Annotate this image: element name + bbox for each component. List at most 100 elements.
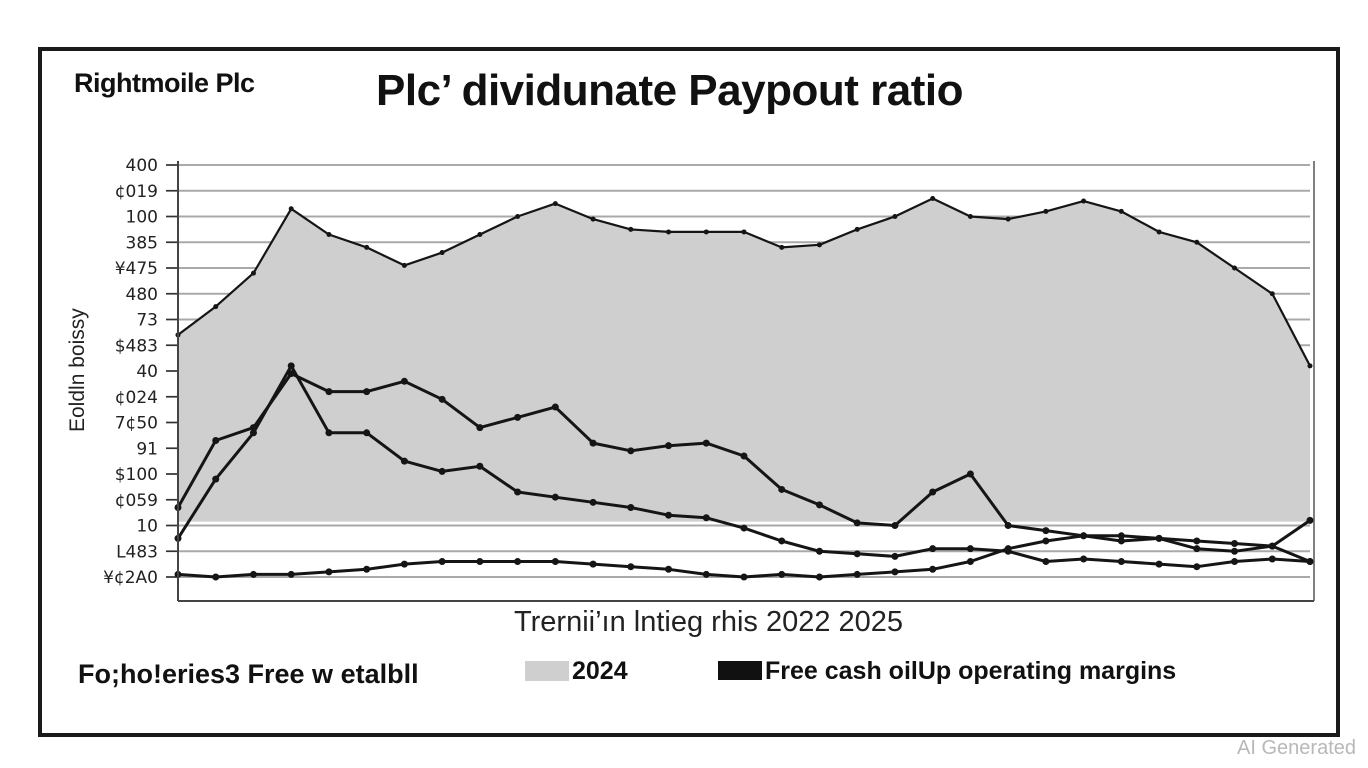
data-point	[514, 413, 522, 421]
y-tick-label: ¢024	[115, 388, 158, 408]
data-point	[477, 232, 483, 238]
data-point	[249, 429, 257, 437]
area-series	[178, 198, 1310, 522]
legend-swatch-line	[718, 661, 762, 680]
area-fill	[178, 198, 1310, 522]
data-point	[1307, 363, 1313, 369]
data-point	[249, 570, 257, 578]
data-point	[966, 558, 974, 566]
y-tick-labels: 400 ¢019 100 385 ¥475 480 73 $483 40 ¢024 7¢50 91 $1…	[103, 156, 158, 588]
data-point	[1268, 555, 1276, 563]
data-point	[250, 270, 256, 276]
data-point	[853, 570, 861, 578]
data-point	[1306, 558, 1314, 566]
data-point	[438, 467, 446, 475]
data-point	[589, 439, 597, 447]
data-point	[590, 216, 596, 222]
line-series	[174, 195, 1314, 581]
y-tick-label: 7¢50	[115, 414, 158, 434]
data-point	[400, 560, 408, 568]
data-point	[702, 514, 710, 522]
data-point	[1042, 558, 1050, 566]
data-point	[1004, 522, 1012, 529]
data-point	[966, 545, 974, 553]
data-point	[815, 547, 823, 555]
data-point	[666, 229, 672, 235]
data-point	[929, 545, 937, 553]
legend-label-area: 2024	[572, 657, 628, 685]
data-point	[627, 447, 635, 455]
data-point	[325, 429, 333, 437]
data-point	[815, 501, 823, 509]
data-point	[741, 229, 747, 235]
ai-generated-watermark: AI Generated	[1237, 737, 1356, 759]
series-line-3	[177, 534, 1311, 579]
data-point	[665, 511, 673, 519]
data-point	[854, 226, 860, 232]
data-point	[212, 573, 220, 581]
y-tick-label: 40	[136, 362, 158, 382]
data-point	[740, 524, 748, 532]
data-point	[287, 570, 295, 578]
footer-note: Fo;ho!eries3 Free w etalbll	[78, 659, 419, 689]
axes	[177, 161, 1315, 602]
data-point	[325, 388, 333, 396]
data-point	[1117, 532, 1125, 540]
x-axis-label: Trernii’ın lntieg rhis 2022 2025	[514, 606, 904, 638]
data-point	[892, 214, 898, 219]
data-point	[930, 195, 936, 201]
data-point	[551, 493, 559, 501]
data-point	[1194, 239, 1200, 245]
data-point	[589, 498, 597, 506]
data-point	[853, 519, 861, 527]
data-point	[703, 229, 709, 235]
data-point	[1117, 558, 1125, 566]
data-point	[929, 565, 937, 573]
data-point	[891, 552, 899, 560]
data-point	[628, 226, 634, 232]
y-tick-label: 400	[126, 156, 158, 176]
data-point	[400, 457, 408, 465]
data-point	[514, 558, 522, 566]
data-point	[287, 362, 295, 370]
data-point	[1193, 545, 1201, 553]
data-point	[514, 488, 522, 496]
data-point	[438, 395, 446, 403]
data-point	[1042, 537, 1050, 545]
data-point	[1117, 537, 1125, 545]
y-tick-label: 480	[126, 285, 158, 305]
data-point	[401, 262, 407, 268]
data-point	[438, 558, 446, 566]
data-point	[212, 475, 220, 483]
data-point	[816, 242, 822, 248]
data-point	[1269, 291, 1275, 297]
y-tick-label: ¢019	[115, 182, 158, 202]
y-tick-label: 385	[126, 233, 158, 253]
company-name: Rightmoile Plc	[74, 68, 255, 98]
data-point	[929, 488, 937, 496]
y-tick-label: $100	[115, 465, 158, 485]
data-point	[551, 403, 559, 411]
data-point	[1004, 545, 1012, 553]
y-tick-label: ¥475	[115, 259, 158, 279]
data-point	[1268, 542, 1276, 550]
data-point	[1005, 216, 1011, 222]
data-point	[740, 573, 748, 581]
data-point	[589, 560, 597, 568]
y-axis-label: Eoldln boissy	[66, 308, 89, 432]
data-point	[779, 244, 785, 250]
data-point	[212, 437, 220, 445]
y-tick-label: 73	[136, 311, 158, 331]
data-point	[1232, 265, 1238, 271]
data-point	[363, 388, 371, 396]
y-tick-label: ¥¢2A0	[103, 568, 158, 588]
data-point	[1042, 527, 1050, 535]
data-point	[1081, 198, 1087, 204]
data-point	[891, 522, 899, 529]
data-point	[1043, 208, 1049, 214]
data-point	[967, 214, 973, 219]
data-point	[1231, 547, 1239, 555]
data-point	[1231, 558, 1239, 566]
data-point	[665, 565, 673, 573]
